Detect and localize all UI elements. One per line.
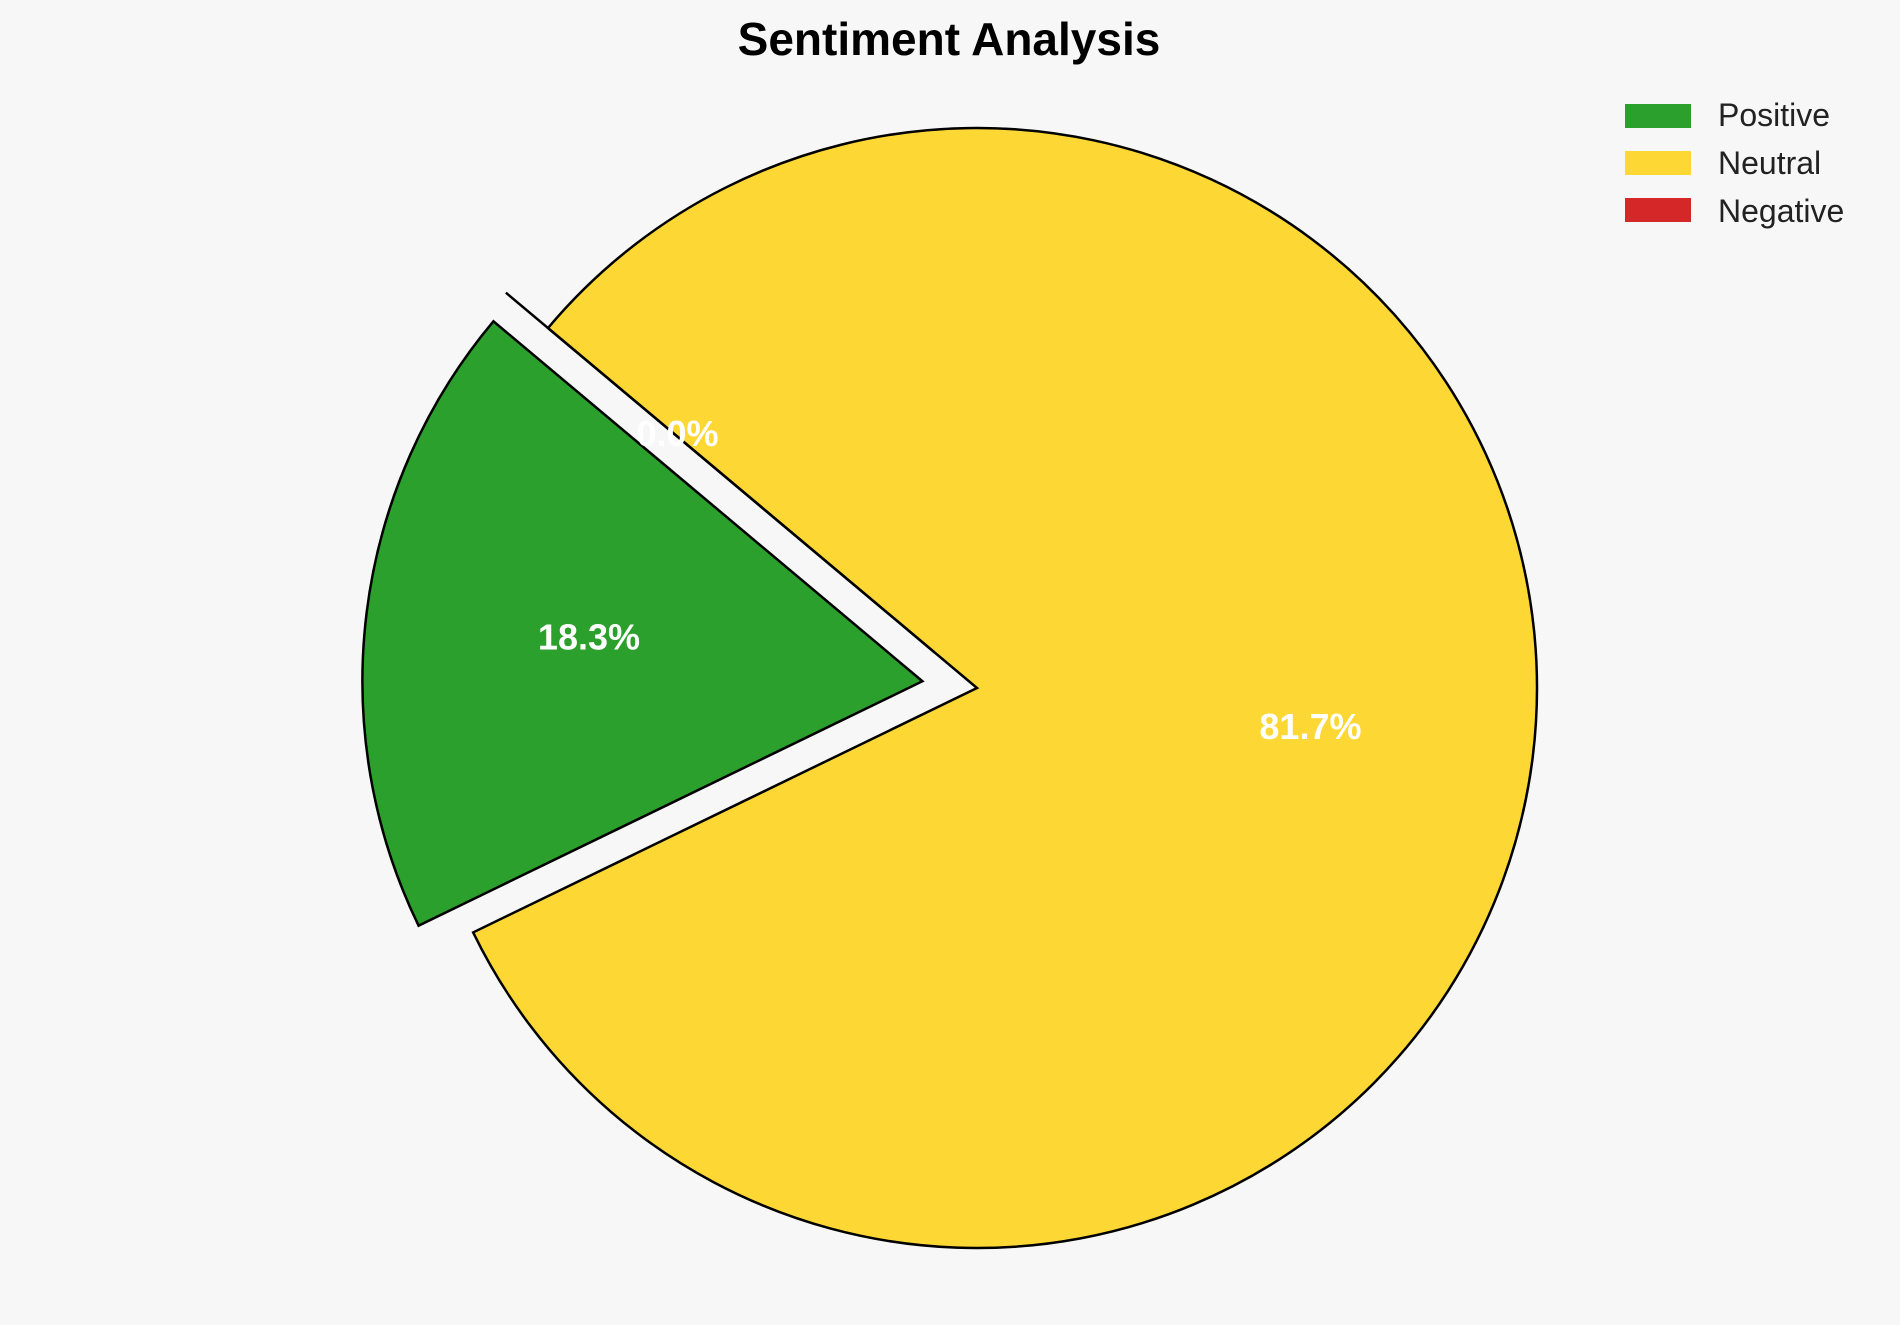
pie-slice-positive xyxy=(361,319,925,928)
pie-slices xyxy=(361,126,1539,1250)
legend-item-negative: Negative xyxy=(1625,193,1844,229)
legend-label-neutral: Neutral xyxy=(1718,145,1821,181)
legend-swatch-neutral xyxy=(1625,151,1691,175)
pie-slice-negative xyxy=(505,291,936,654)
legend-swatch-negative xyxy=(1625,198,1691,222)
legend-item-neutral: Neutral xyxy=(1625,145,1821,181)
pie-labels: 18.3% 81.7% 0.0% xyxy=(538,413,1362,747)
pie-label-positive: 18.3% xyxy=(538,616,640,657)
legend: Positive Neutral Negative xyxy=(1625,97,1844,229)
legend-label-positive: Positive xyxy=(1718,97,1830,133)
legend-label-negative: Negative xyxy=(1718,193,1844,229)
chart-title: Sentiment Analysis xyxy=(738,13,1161,65)
pie-slice-neutral xyxy=(471,126,1539,1250)
pie-label-neutral: 81.7% xyxy=(1259,706,1361,747)
legend-swatch-positive xyxy=(1625,104,1691,128)
pie-label-negative: 0.0% xyxy=(636,413,718,454)
legend-item-positive: Positive xyxy=(1625,97,1830,133)
